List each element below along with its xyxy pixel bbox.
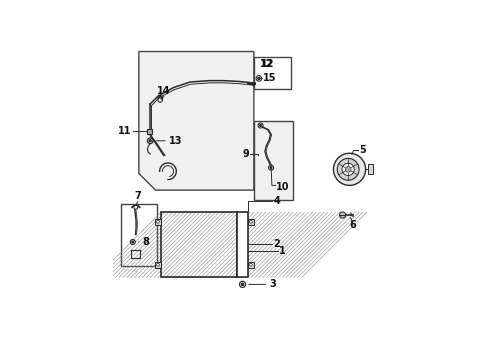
Circle shape: [149, 140, 151, 142]
Bar: [147, 129, 152, 134]
Bar: [161, 212, 237, 278]
Bar: [121, 204, 157, 266]
Text: 7: 7: [134, 191, 141, 201]
Text: 13: 13: [170, 136, 183, 146]
Circle shape: [134, 205, 138, 209]
Bar: [155, 262, 161, 268]
Circle shape: [147, 138, 153, 144]
Text: 4: 4: [273, 196, 280, 206]
Text: 11: 11: [118, 126, 131, 136]
Text: 3: 3: [269, 279, 276, 289]
Circle shape: [345, 166, 351, 172]
Polygon shape: [139, 51, 254, 190]
Circle shape: [340, 212, 345, 218]
Text: 2: 2: [273, 239, 280, 248]
Text: 1: 1: [279, 246, 286, 256]
Circle shape: [270, 167, 272, 168]
Bar: [237, 212, 248, 278]
Text: 5: 5: [359, 145, 366, 156]
Circle shape: [256, 76, 262, 81]
Circle shape: [157, 220, 159, 223]
Bar: [254, 121, 293, 200]
Circle shape: [249, 220, 252, 223]
Bar: [155, 219, 161, 225]
Circle shape: [132, 241, 134, 243]
Circle shape: [249, 263, 252, 266]
Circle shape: [342, 163, 354, 175]
Bar: [161, 212, 237, 278]
Bar: [368, 164, 373, 174]
Circle shape: [337, 158, 359, 180]
Text: 9: 9: [242, 149, 249, 159]
Circle shape: [258, 123, 263, 128]
Text: 8: 8: [143, 237, 149, 247]
Text: 15: 15: [263, 73, 276, 84]
Bar: [248, 219, 254, 225]
Bar: [248, 262, 254, 268]
Circle shape: [260, 125, 262, 126]
Circle shape: [158, 98, 162, 102]
Circle shape: [130, 239, 135, 244]
Text: 12: 12: [261, 59, 274, 69]
Circle shape: [157, 263, 159, 266]
Bar: [254, 57, 292, 89]
Circle shape: [334, 153, 366, 185]
Circle shape: [258, 77, 260, 79]
Circle shape: [269, 165, 273, 170]
Text: 14: 14: [157, 86, 171, 96]
Text: 12: 12: [260, 59, 273, 69]
Text: 10: 10: [276, 182, 290, 192]
Circle shape: [240, 281, 245, 287]
Text: 6: 6: [349, 220, 356, 230]
Circle shape: [242, 283, 244, 285]
